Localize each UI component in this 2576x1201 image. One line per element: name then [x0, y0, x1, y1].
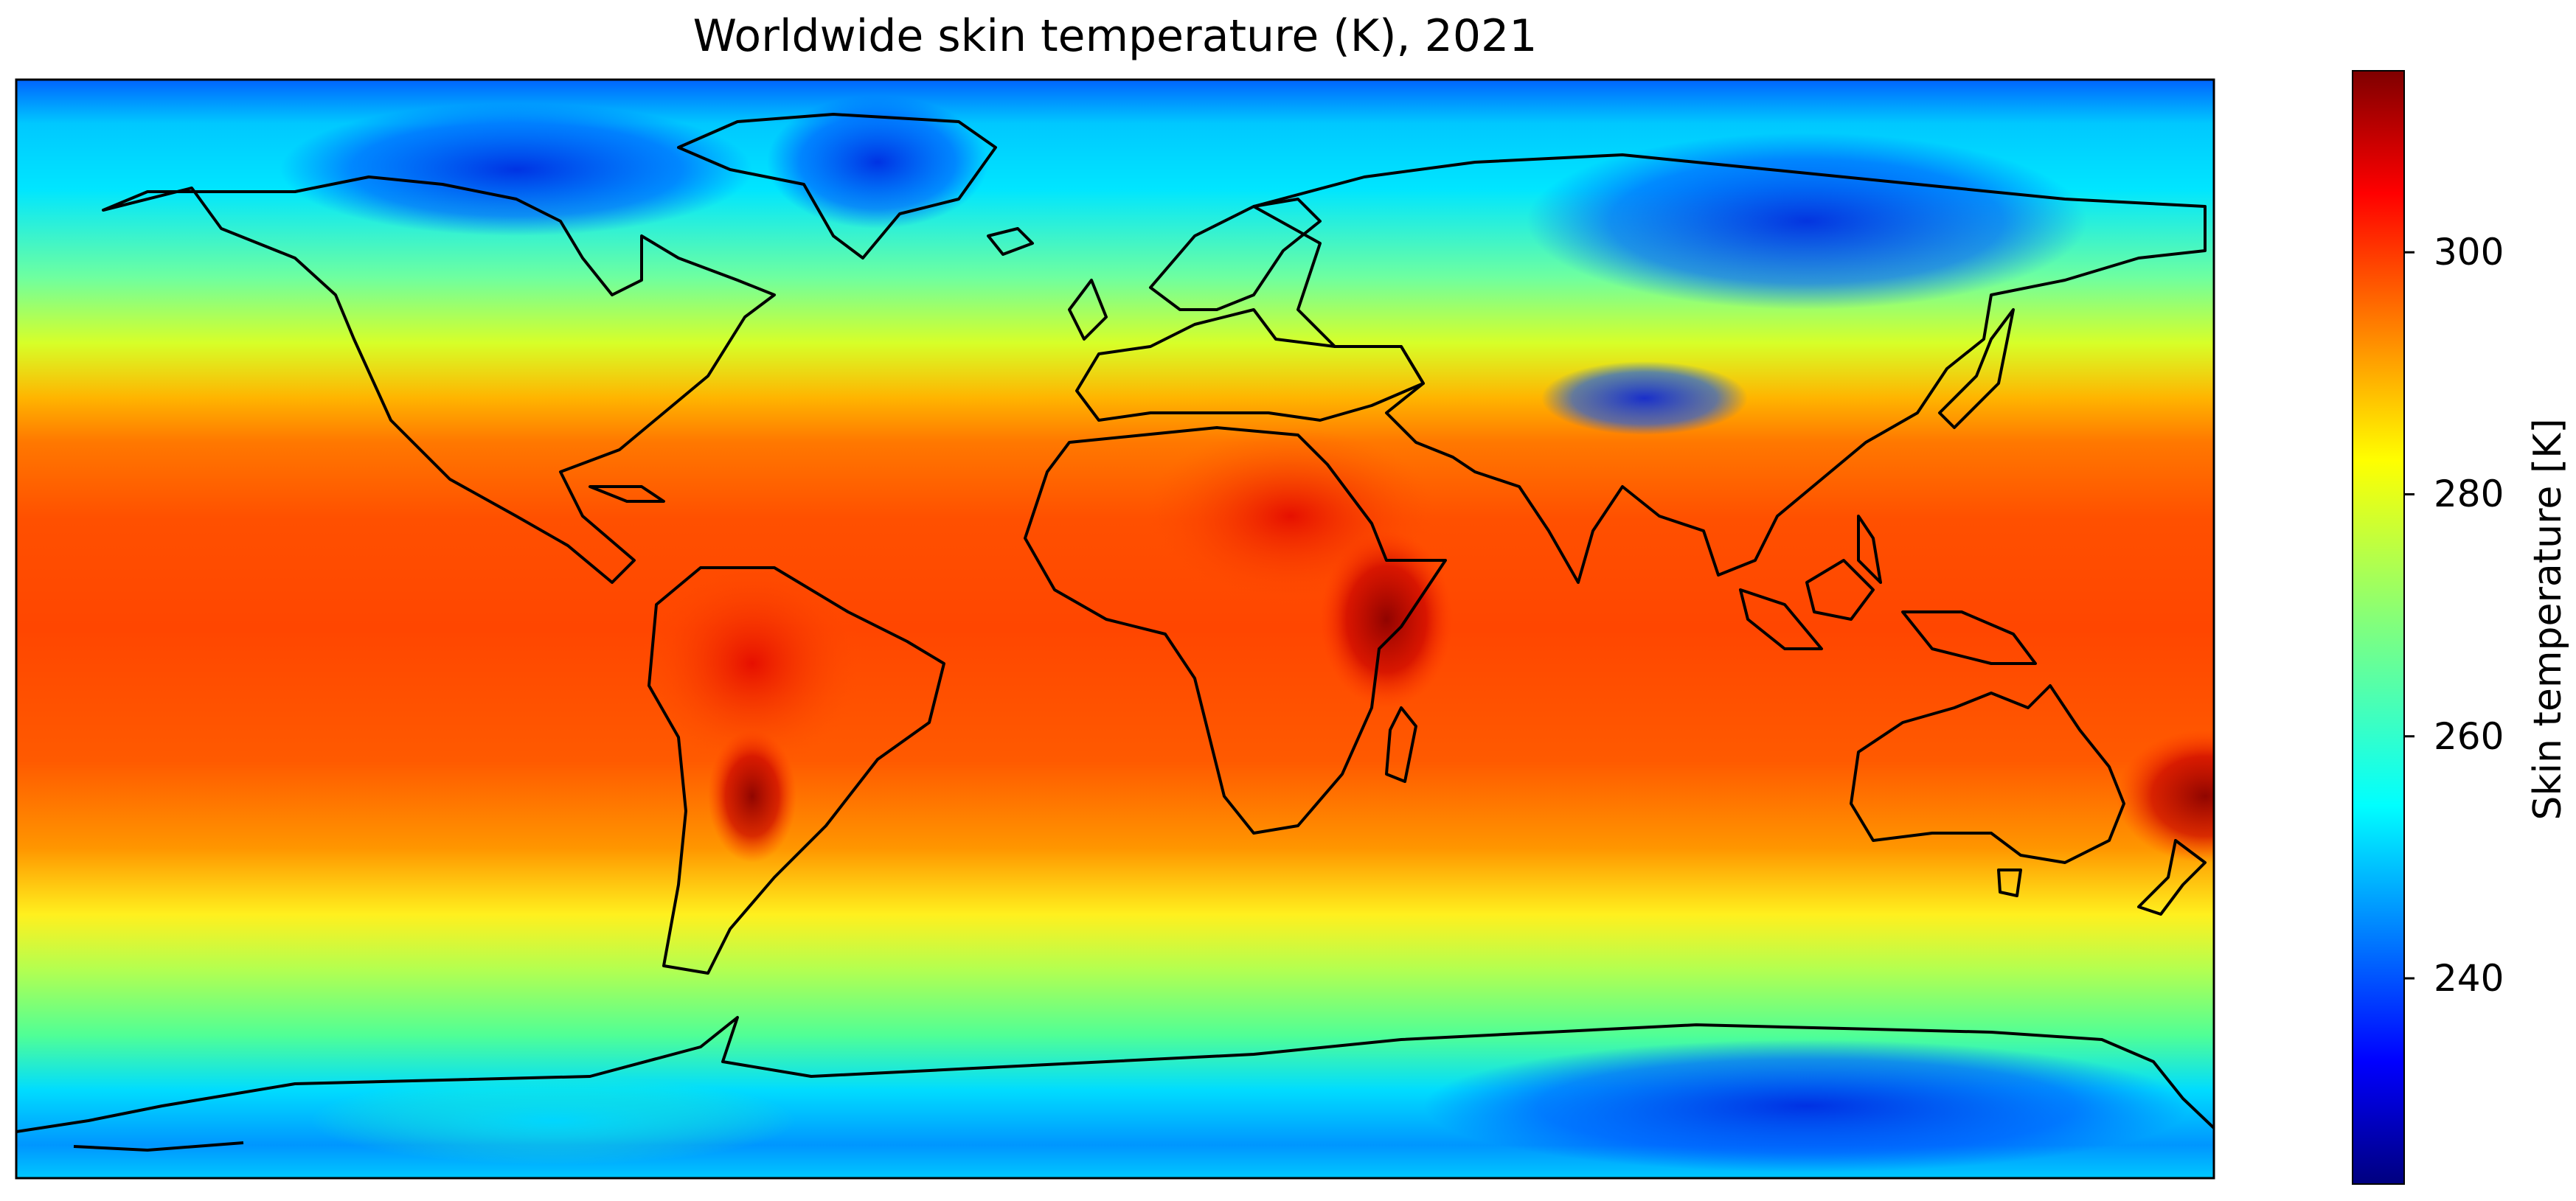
map-frame — [15, 78, 2215, 1180]
colorbar-tick-label-240: 240 — [2434, 956, 2504, 1000]
colorbar-ticks — [2404, 251, 2414, 980]
coastlines — [16, 113, 2214, 1152]
colorbar-tick-label-300: 300 — [2434, 231, 2504, 274]
colorbar-tick-label-280: 280 — [2434, 473, 2504, 516]
map-title: Worldwide skin temperature (K), 2021 — [692, 10, 1538, 62]
colorbar — [2353, 71, 2404, 1184]
temperature-field — [16, 80, 2214, 1178]
colorbar-label: Skin temperature [K] — [2526, 418, 2570, 821]
colorbar-tick-label-260: 260 — [2434, 714, 2504, 758]
colorbar-frame — [2352, 70, 2405, 1185]
